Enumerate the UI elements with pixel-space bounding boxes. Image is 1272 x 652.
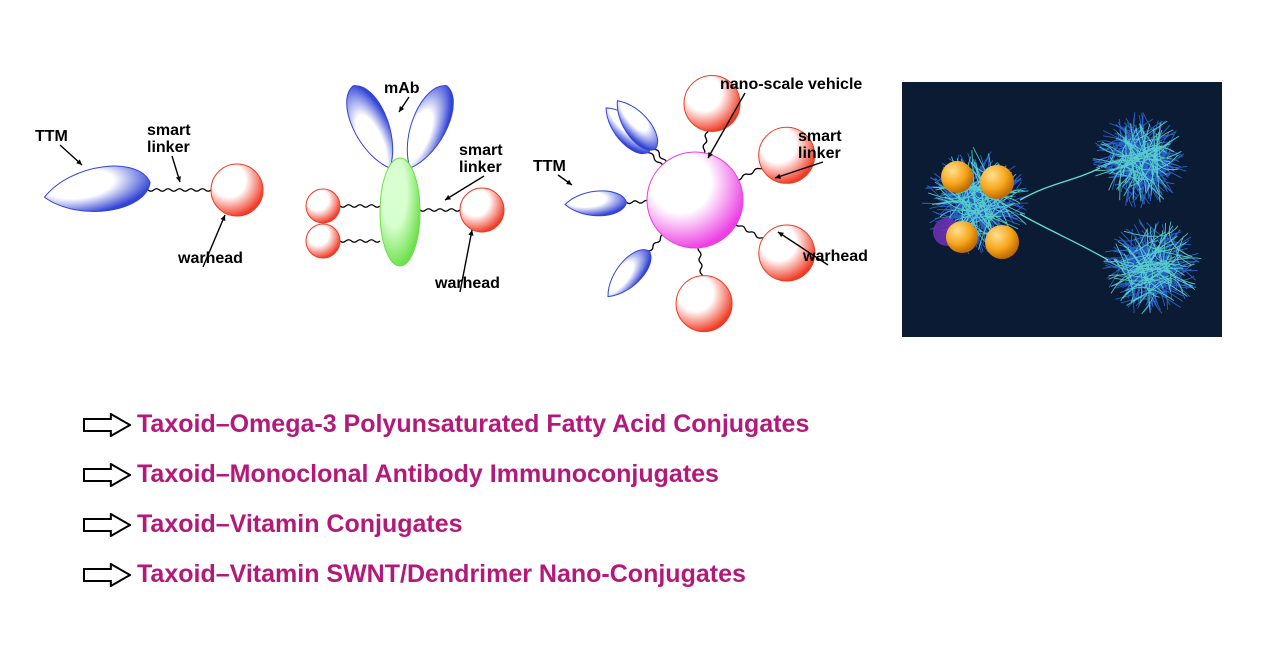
- bullet-row: Taxoid–Monoclonal Antibody Immunoconjuga…: [83, 460, 719, 500]
- nano-vehicle-icon: [647, 152, 743, 248]
- warhead-icon: [306, 189, 340, 223]
- ttm-icon: [599, 243, 659, 305]
- label-warhead: warhead: [435, 275, 500, 292]
- smart-linker-icon: [148, 189, 211, 192]
- smart-linker-icon: [340, 205, 380, 208]
- bullet-text: Taxoid–Omega-3 Polyunsaturated Fatty Aci…: [137, 410, 809, 439]
- bullet-arrow-icon: [83, 563, 131, 587]
- figure-root: TTM smartlinker warhead mAb smartlinker warhe…: [0, 0, 1272, 652]
- bullet-text: Taxoid–Vitamin Conjugates: [137, 510, 463, 539]
- warhead-icon: [676, 276, 732, 332]
- label-smart-linker: smartlinker: [798, 128, 842, 162]
- label-ttm: TTM: [35, 128, 68, 145]
- diagram-3: [565, 75, 815, 331]
- label-nano-vehicle: nano-scale vehicle: [720, 76, 862, 93]
- mab-body-icon: [380, 158, 420, 266]
- smart-linker-icon: [735, 223, 766, 241]
- label-smart-linker: smartlinker: [147, 122, 191, 156]
- bullet-text: Taxoid–Vitamin SWNT/Dendrimer Nano-Conju…: [137, 560, 746, 589]
- payload-sphere-icon: [946, 221, 978, 253]
- antibody-render-panel: [902, 82, 1222, 337]
- payload-sphere-icon: [941, 161, 973, 193]
- smart-linker-icon: [420, 209, 460, 212]
- label-warhead: warhead: [803, 248, 868, 265]
- payload-sphere-icon: [980, 165, 1014, 199]
- label-mab: mAb: [384, 80, 420, 97]
- warhead-icon: [460, 188, 504, 232]
- bullet-arrow-icon: [83, 463, 131, 487]
- smart-linker-icon: [698, 246, 703, 280]
- bullet-arrow-icon: [83, 413, 131, 437]
- bullet-row: Taxoid–Vitamin Conjugates: [83, 510, 463, 550]
- warhead-icon: [211, 164, 263, 216]
- smart-linker-icon: [340, 240, 380, 243]
- bullet-text: Taxoid–Monoclonal Antibody Immunoconjuga…: [137, 460, 719, 489]
- smart-linker-icon: [736, 166, 765, 180]
- bullet-arrow-icon: [83, 513, 131, 537]
- warhead-icon: [306, 224, 340, 258]
- label-warhead: warhead: [178, 250, 243, 267]
- label-smart-linker: smartlinker: [459, 142, 503, 176]
- ttm-icon: [565, 190, 627, 217]
- bullet-row: Taxoid–Vitamin SWNT/Dendrimer Nano-Conju…: [83, 560, 746, 600]
- label-ttm: TTM: [533, 158, 566, 175]
- diagram-1: [41, 161, 263, 219]
- payload-sphere-icon: [985, 225, 1019, 259]
- bullet-row: Taxoid–Omega-3 Polyunsaturated Fatty Aci…: [83, 410, 809, 450]
- ttm-icon: [41, 161, 153, 219]
